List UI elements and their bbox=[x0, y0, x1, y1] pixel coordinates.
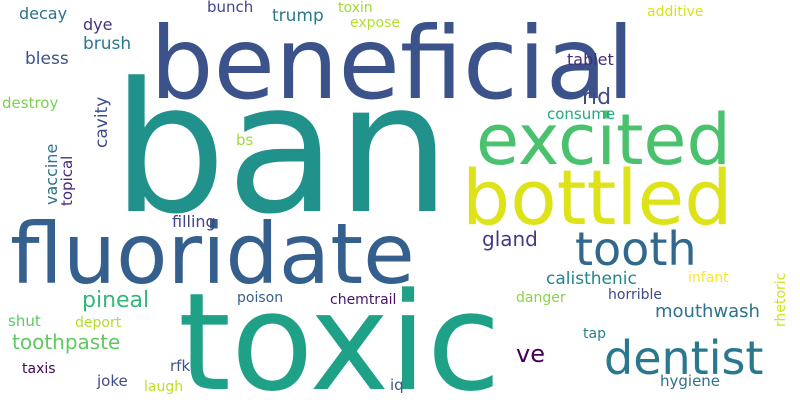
word-filling: filling bbox=[172, 212, 216, 231]
word-rid: rid bbox=[582, 85, 612, 110]
word-tooth: tooth bbox=[575, 222, 697, 276]
word-excited: excited bbox=[476, 99, 731, 181]
word-expose: expose bbox=[350, 15, 401, 31]
word-consume: consume bbox=[547, 105, 616, 123]
word-destroy: destroy bbox=[2, 94, 59, 112]
word-hygiene: hygiene bbox=[660, 372, 721, 390]
word-bs: bs bbox=[236, 131, 254, 149]
word-horrible: horrible bbox=[608, 287, 662, 303]
word-mouthwash: mouthwash bbox=[655, 301, 760, 322]
word-iq: iq bbox=[390, 376, 404, 394]
word-ve: ve bbox=[516, 340, 545, 368]
word-poison: poison bbox=[237, 290, 284, 306]
word-taxis: taxis bbox=[22, 361, 56, 377]
word-dye: dye bbox=[83, 15, 113, 34]
word-infant: infant bbox=[688, 270, 729, 286]
word-danger: danger bbox=[516, 290, 566, 306]
word-fluoridate: fluoridate bbox=[10, 205, 415, 303]
word-toothpaste: toothpaste bbox=[12, 330, 121, 354]
word-calisthenic: calisthenic bbox=[546, 269, 637, 289]
word-joke: joke bbox=[97, 372, 128, 390]
word-pineal: pineal bbox=[82, 288, 150, 313]
word-bunch: bunch bbox=[207, 0, 254, 16]
word-laugh: laugh bbox=[144, 379, 184, 395]
word-decay: decay bbox=[19, 4, 68, 23]
word-bless: bless bbox=[25, 49, 69, 69]
word-bottled: bottled bbox=[462, 153, 733, 242]
word-topical: topical bbox=[58, 155, 76, 206]
word-trump: trump bbox=[272, 6, 324, 26]
word-chemtrail: chemtrail bbox=[330, 292, 397, 308]
word-gland: gland bbox=[482, 227, 538, 251]
word-dentist: dentist bbox=[604, 331, 764, 385]
word-tap: tap bbox=[583, 326, 606, 342]
word-deport: deport bbox=[75, 315, 122, 331]
word-toxin: toxin bbox=[338, 0, 373, 16]
word-beneficial: beneficial bbox=[150, 5, 635, 122]
word-brush: brush bbox=[83, 34, 132, 54]
word-shut: shut bbox=[8, 312, 41, 330]
word-tablet: tablet bbox=[567, 50, 614, 69]
word-rhetoric: rhetoric bbox=[773, 272, 789, 327]
word-cavity: cavity bbox=[92, 96, 112, 148]
word-ban: ban bbox=[112, 45, 451, 254]
word-rfk: rfk bbox=[170, 357, 191, 375]
word-additive: additive bbox=[647, 4, 704, 20]
word-toxic: toxic bbox=[178, 264, 501, 400]
